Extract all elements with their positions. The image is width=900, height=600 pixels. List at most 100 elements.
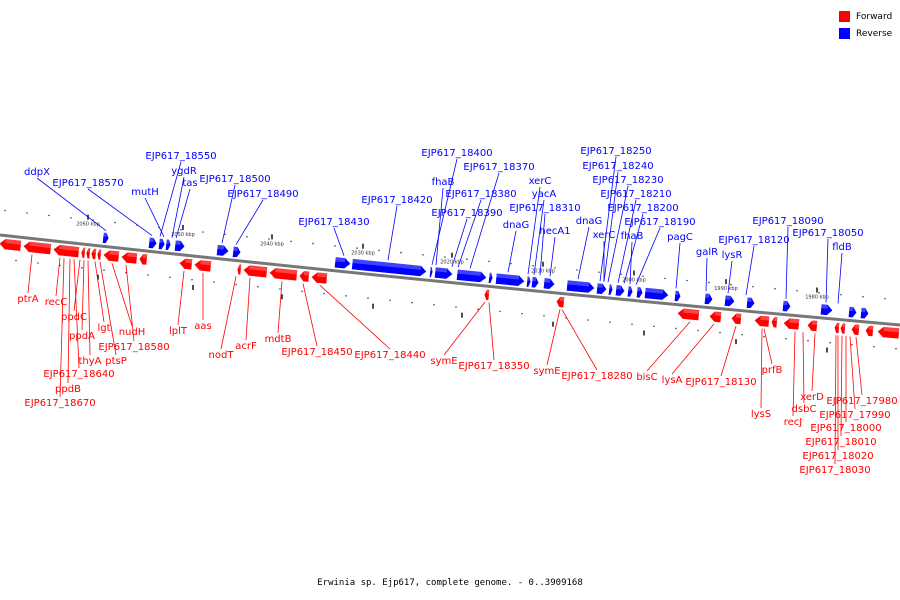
gene-label: ptrA (17, 294, 38, 305)
forward-gene-arrow (754, 315, 770, 327)
tick-label: 1980 kbp (805, 295, 829, 301)
gene-label: EJP617_18420 (361, 195, 432, 206)
forward-gene-arrow (299, 270, 310, 282)
leader-line (706, 258, 707, 291)
gene-label: recC (45, 297, 68, 308)
tick-dot-upper (114, 222, 116, 224)
leader-line (547, 309, 560, 365)
forward-gene-arrow (851, 324, 860, 336)
tick-dot-upper (4, 210, 6, 212)
gene-label: EJP617_17980 (826, 396, 897, 407)
tick-dot-lower (741, 334, 743, 336)
tick-dot-lower (81, 267, 83, 269)
reverse-gene-arrow (174, 240, 185, 252)
reverse-gene-arrow (165, 239, 171, 250)
tick-dot-lower (521, 313, 523, 315)
leader-line (444, 302, 485, 355)
tick-dot-lower (37, 262, 39, 264)
forward-gene-arrow (709, 311, 722, 323)
gene-label: lysA (662, 375, 683, 386)
gene-label: xerC (593, 230, 616, 241)
gene-label: EJP617_18250 (580, 146, 651, 157)
forward-gene-arrow (91, 248, 97, 259)
tick-dot-lower (785, 338, 787, 340)
gene-label: EJP617_18020 (802, 451, 873, 462)
tick-dot-upper (378, 250, 380, 252)
reverse-gene-arrow (531, 277, 539, 289)
leader-line (838, 253, 842, 303)
tick-dot-lower (697, 330, 699, 332)
tick-dot-upper (862, 296, 864, 298)
gene-label: recJ (784, 417, 803, 428)
legend-reverse: Reverse (839, 26, 892, 41)
reverse-swatch (839, 28, 850, 39)
gene-label: galR (696, 247, 718, 258)
tick-dot-upper (466, 258, 468, 260)
tick-dot-lower (609, 321, 611, 323)
reverse-gene-arrow (627, 286, 633, 297)
tick-dot-lower (257, 286, 259, 288)
tick-dot-lower (873, 346, 875, 348)
gene-label: EJP617_18200 (607, 203, 678, 214)
leader-line (676, 243, 680, 288)
leader-line (856, 337, 862, 395)
tick-dot-lower (455, 306, 457, 308)
gene-label: EJP617_18370 (463, 162, 534, 173)
gene-label: thyA (78, 356, 101, 367)
leader-line (489, 302, 494, 360)
gene-label: EJP617_18230 (592, 175, 663, 186)
gene-label: xerD (800, 392, 824, 403)
reverse-gene-arrow (704, 293, 713, 305)
tick-dot-lower (653, 326, 655, 328)
tick-dot-upper (532, 265, 534, 267)
forward-gene-arrow (85, 248, 90, 259)
tick-dot-upper (444, 256, 446, 258)
gene-label: EJP617_18670 (24, 398, 95, 409)
leader-line (672, 324, 714, 374)
tick-dot-lower (807, 340, 809, 342)
reverse-gene-arrow (429, 266, 433, 277)
gene-label: EJP617_18010 (805, 437, 876, 448)
reverse-gene-arrow (148, 237, 157, 249)
forward-gene-arrow (194, 259, 212, 272)
tick-dot-lower (411, 302, 413, 304)
tick-dot-lower (213, 281, 215, 283)
leader-line (56, 258, 60, 296)
leader-line (562, 310, 597, 370)
tick-dot-upper (312, 243, 314, 245)
tick-label: 2030 kbp (351, 251, 375, 257)
gene-label: EJP617_17990 (819, 410, 890, 421)
gene-label: hecA1 (539, 226, 570, 237)
forward-gene-arrow (269, 267, 298, 281)
forward-gene-arrow (103, 249, 120, 262)
gene-label: mutH (131, 187, 159, 198)
reverse-gene-arrow (158, 238, 165, 250)
tick-dot-lower (191, 279, 193, 281)
gene-label: aas (194, 321, 211, 332)
gene-label: bisC (636, 372, 657, 383)
forward-gene-arrow (731, 313, 742, 325)
reverse-gene-arrow (674, 290, 681, 302)
reverse-gene-arrow (782, 300, 791, 312)
tick-label: 2040 kbp (260, 241, 284, 247)
forward-gene-arrow (834, 322, 840, 333)
tick-dot-lower (763, 336, 765, 338)
gene-label: yacA (532, 189, 557, 200)
gene-label: EJP617_18430 (298, 217, 369, 228)
reverse-gene-arrow (102, 232, 109, 244)
gene-label: xerC (529, 176, 552, 187)
gene-label: EJP617_18570 (52, 178, 123, 189)
reverse-gene-arrow (232, 246, 241, 258)
gene-label: EJP617_18440 (354, 350, 425, 361)
gene-label: fldB (832, 242, 852, 253)
gene-label: dnaG (503, 220, 530, 231)
gene-label: EJP617_18490 (227, 189, 298, 200)
forward-gene-arrow (53, 244, 80, 258)
reverse-gene-arrow (644, 288, 669, 301)
tick-dot-lower (543, 315, 545, 317)
legend: Forward Reverse (839, 9, 892, 43)
tick-dot-upper (708, 282, 710, 284)
gene-labels: ptrA recCppdCppdAlgtthyA ptsPnudHEJP617_18… (17, 146, 897, 476)
leader-line (236, 200, 263, 245)
